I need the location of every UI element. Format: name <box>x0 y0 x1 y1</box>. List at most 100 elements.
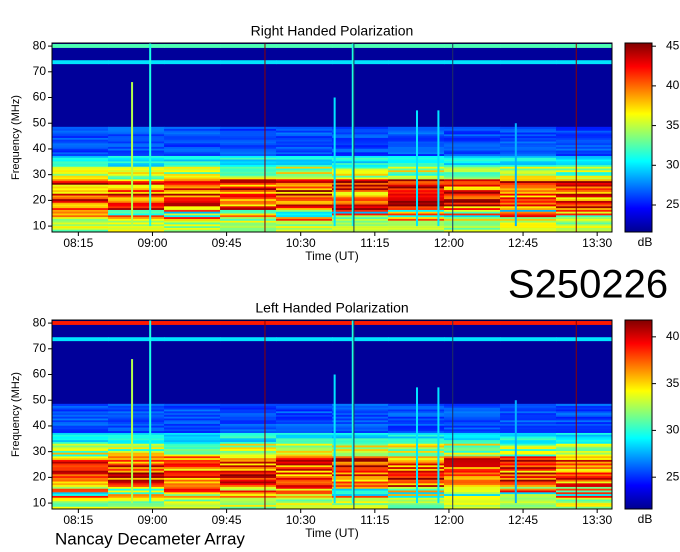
spectrogram-cell <box>52 168 109 171</box>
spectrogram-cell <box>164 157 221 160</box>
spectrogram-cell <box>500 155 557 158</box>
spectrogram-cell <box>556 466 613 469</box>
spectrogram-cell <box>332 321 389 324</box>
spectrogram-cell <box>108 430 165 433</box>
spectrogram-cell <box>164 443 221 446</box>
spectrogram-cell <box>220 475 277 478</box>
spectrogram-cell <box>556 132 613 135</box>
spectrogram-cell <box>332 448 389 451</box>
spectrogram-cell <box>444 456 501 459</box>
spectrogram-cell <box>220 321 277 324</box>
spectrogram-cell <box>108 177 165 180</box>
spectrogram-cell <box>108 405 165 408</box>
spectrogram-cell <box>276 126 333 129</box>
spectrogram-cell <box>164 198 221 201</box>
spectrogram-cell <box>444 420 501 423</box>
spectrogram-cell <box>108 150 165 153</box>
spectrogram-cell <box>332 188 389 191</box>
spectrogram-cell <box>164 150 221 153</box>
spectrogram-cell <box>52 445 109 448</box>
spectrogram-cell <box>220 62 277 65</box>
spectrogram-cell <box>444 447 501 450</box>
spectrogram-cell <box>556 436 613 439</box>
spectrogram-cell <box>500 159 557 162</box>
spectrogram-cell <box>108 45 165 48</box>
spectrogram-streak <box>131 82 134 227</box>
spectrogram-cell <box>108 184 165 187</box>
spectrogram-cell <box>164 339 221 342</box>
spectrogram-cell <box>444 202 501 205</box>
spectrogram-cell <box>276 409 333 412</box>
spectrogram-cell <box>332 443 389 446</box>
spectrogram-cell <box>276 45 333 48</box>
spectrogram-cell <box>52 141 109 144</box>
spectrogram-cell <box>500 488 557 491</box>
spectrogram-cell <box>276 171 333 174</box>
spectrogram-cell <box>332 152 389 155</box>
spectrogram-cell <box>276 322 333 325</box>
spectrogram-cell <box>444 200 501 203</box>
spectrogram-cell <box>444 432 501 435</box>
spectrogram-cell <box>556 162 613 165</box>
spectrogram-cell <box>220 155 277 158</box>
spectrogram-cell <box>332 202 389 205</box>
spectrogram-cell <box>444 166 501 169</box>
spectrogram-cell <box>108 407 165 410</box>
spectrogram-cell <box>220 443 277 446</box>
spectrogram-cell <box>276 220 333 223</box>
spectrogram-cell <box>52 206 109 209</box>
spectrogram-cell <box>164 146 221 149</box>
spectrogram-cell <box>164 477 221 480</box>
spectrogram-cell <box>164 152 221 155</box>
spectrogram-cell <box>444 146 501 149</box>
spectrogram-cell <box>276 504 333 507</box>
spectrogram-cell <box>220 434 277 437</box>
spectrogram-cell <box>108 488 165 491</box>
spectrogram-cell <box>276 414 333 417</box>
spectrogram-cell <box>444 193 501 196</box>
spectrogram-cell <box>52 173 109 176</box>
spectrogram-streak <box>416 110 418 227</box>
spectrogram-cell <box>276 321 333 324</box>
spectrogram-cell <box>332 337 389 340</box>
spectrogram-cell <box>556 182 613 185</box>
spectrogram-cell <box>500 475 557 478</box>
spectrogram-cell <box>500 445 557 448</box>
spectrogram-cell <box>332 222 389 225</box>
spectrogram-cell <box>444 506 501 509</box>
spectrogram-cell <box>52 200 109 203</box>
spectrogram-streak <box>264 320 266 509</box>
spectrogram-cell <box>52 321 109 324</box>
spectrogram-cell <box>556 481 613 484</box>
spectrogram-cell <box>220 209 277 212</box>
spectrogram-cell <box>332 441 389 444</box>
spectrogram-cell <box>108 412 165 415</box>
spectrogram-cell <box>52 414 109 417</box>
spectrogram-cell <box>332 171 389 174</box>
spectrogram-cell <box>332 430 389 433</box>
spectrogram-cell <box>500 481 557 484</box>
spectrogram-cell <box>108 143 165 146</box>
spectrogram-cell <box>444 457 501 460</box>
spectrogram-cell <box>220 128 277 131</box>
spectrogram-cell <box>276 134 333 137</box>
spectrogram-cell <box>108 472 165 475</box>
spectrogram-cell <box>444 445 501 448</box>
spectrogram-cell <box>164 207 221 210</box>
spectrogram-cell <box>332 175 389 178</box>
spectrogram-cell <box>108 411 165 414</box>
spectrogram-cell <box>164 227 221 230</box>
spectrogram-cell <box>164 166 221 169</box>
spectrogram-cell <box>556 412 613 415</box>
spectrogram-cell <box>276 137 333 140</box>
spectrogram-cell <box>164 409 221 412</box>
spectrogram-cell <box>556 144 613 147</box>
spectrogram-cell <box>556 62 613 65</box>
spectrogram-cell <box>108 188 165 191</box>
spectrogram-cell <box>220 126 277 129</box>
spectrogram-cell <box>164 126 221 129</box>
spectrogram-cell <box>276 161 333 164</box>
spectrogram-cell <box>556 427 613 430</box>
date-label: S250226 <box>508 263 668 307</box>
spectrogram-cell <box>500 170 557 173</box>
